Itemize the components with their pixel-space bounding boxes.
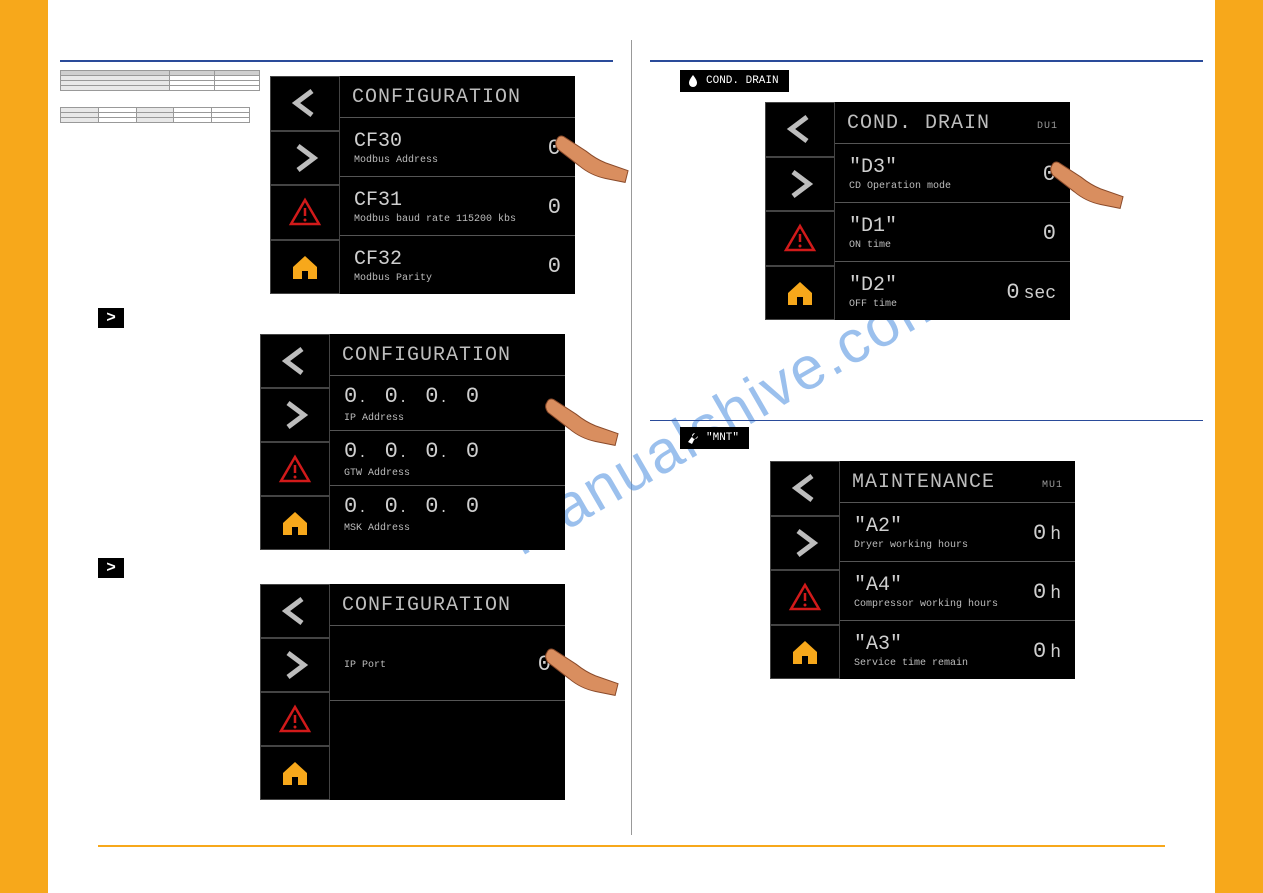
right-column: COND. DRAIN COND. DRAIN DU1 [642, 10, 1211, 835]
param-row[interactable]: "A4"Compressor working hours 0h [840, 562, 1075, 621]
wrench-icon [686, 431, 700, 445]
pointing-hand-icon [1047, 157, 1125, 212]
nav-alarm-button[interactable] [770, 570, 840, 625]
ip-row[interactable]: 0000 IP Address [330, 376, 565, 431]
pointing-hand-icon [552, 131, 630, 186]
gtw-row[interactable]: 0000 GTW Address [330, 431, 565, 486]
config-screen-3: CONFIGURATION IP Port 0 [260, 584, 565, 800]
param-row[interactable]: "D3"CD Operation mode 0 [835, 144, 1070, 203]
right-band [1215, 0, 1263, 893]
nav-home-button[interactable] [765, 266, 835, 321]
config-screen-2: CONFIGURATION 0000 IP Address 0000 GTW A… [260, 334, 565, 550]
nav-prev-button[interactable] [765, 102, 835, 157]
nav-next-button[interactable] [765, 157, 835, 212]
screen-tag: MU1 [1042, 480, 1063, 491]
nav-home-button[interactable] [770, 625, 840, 680]
footer-rule [98, 845, 1165, 847]
screen-title: CONFIGURATION [352, 86, 521, 109]
nav-next-button[interactable] [260, 638, 330, 692]
maintenance-screen: MAINTENANCE MU1 "A2"Dryer working hours … [770, 461, 1075, 679]
column-divider [631, 40, 632, 835]
mnt-tag: "MNT" [680, 427, 749, 449]
screen-tag: DU1 [1037, 121, 1058, 132]
cond-drain-tag: COND. DRAIN [680, 70, 789, 92]
nav-next-button[interactable] [270, 131, 340, 186]
cond-drain-screen: COND. DRAIN DU1 "D3"CD Operation mode 0 … [765, 102, 1070, 320]
nav-next-button[interactable] [770, 516, 840, 571]
screen-title: MAINTENANCE [852, 471, 995, 494]
next-arrow-icon: > [98, 558, 124, 578]
nav-alarm-button[interactable] [260, 442, 330, 496]
config-screen-1: CONFIGURATION CF30 Modbus Address 0 [270, 76, 575, 294]
nav-alarm-button[interactable] [765, 211, 835, 266]
nav-prev-button[interactable] [270, 76, 340, 131]
ip-port-row[interactable]: IP Port 0 [330, 626, 565, 701]
nav-alarm-button[interactable] [270, 185, 340, 240]
press-next-hint-2: > [98, 558, 613, 578]
pointing-hand-icon [542, 644, 620, 699]
nav-home-button[interactable] [260, 746, 330, 800]
nav-prev-button[interactable] [260, 584, 330, 638]
param-row[interactable]: "D2"OFF time 0sec [835, 262, 1070, 320]
nav-alarm-button[interactable] [260, 692, 330, 746]
content-area: manualshive.com [48, 0, 1215, 893]
nav-next-button[interactable] [260, 388, 330, 442]
param-row[interactable]: "D1"ON time 0 [835, 203, 1070, 262]
nav-home-button[interactable] [270, 240, 340, 295]
screen-title: CONFIGURATION [342, 344, 511, 367]
param-row[interactable]: CF31 Modbus baud rate 115200 kbs 0 [340, 177, 575, 236]
parameter-table-2 [60, 107, 250, 123]
param-row[interactable]: "A3"Service time remain 0h [840, 621, 1075, 679]
parameter-table-1 [60, 70, 260, 91]
next-arrow-icon: > [98, 308, 124, 328]
param-row[interactable]: CF30 Modbus Address 0 [340, 118, 575, 177]
nav-prev-button[interactable] [260, 334, 330, 388]
drain-icon [686, 74, 700, 88]
pointing-hand-icon [542, 394, 620, 449]
msk-row[interactable]: 0000 MSK Address [330, 486, 565, 540]
left-column: CONFIGURATION CF30 Modbus Address 0 [52, 10, 621, 835]
param-row[interactable]: CF32 Modbus Parity 0 [340, 236, 575, 294]
param-row[interactable]: "A2"Dryer working hours 0h [840, 503, 1075, 562]
nav-prev-button[interactable] [770, 461, 840, 516]
page: manualshive.com [0, 0, 1263, 893]
press-next-hint-1: > [98, 308, 613, 328]
nav-home-button[interactable] [260, 496, 330, 550]
screen-title: CONFIGURATION [342, 594, 511, 617]
left-band [0, 0, 48, 893]
screen-title: COND. DRAIN [847, 112, 990, 135]
